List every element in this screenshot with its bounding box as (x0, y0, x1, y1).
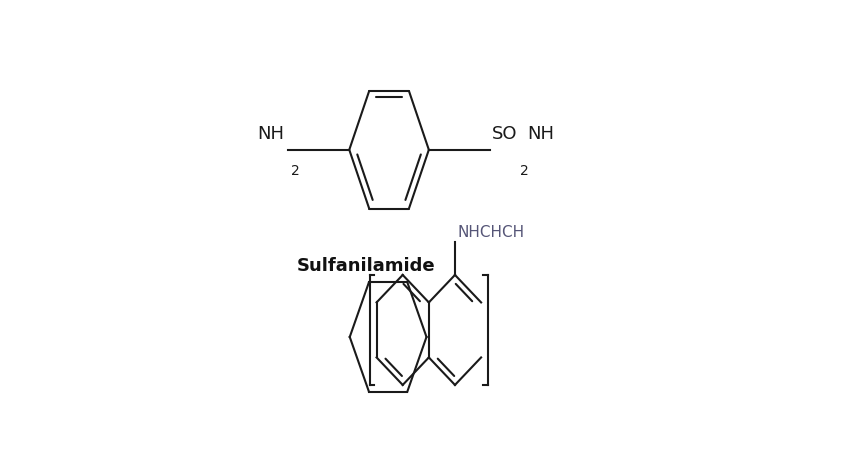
Text: NHCHCH: NHCHCH (457, 225, 524, 240)
Text: Sulfanilamide: Sulfanilamide (296, 257, 435, 275)
Text: NH: NH (256, 125, 284, 143)
Text: 2: 2 (291, 164, 299, 178)
Text: SO: SO (492, 125, 517, 143)
Text: NH: NH (527, 125, 554, 143)
Text: 2: 2 (520, 164, 528, 178)
